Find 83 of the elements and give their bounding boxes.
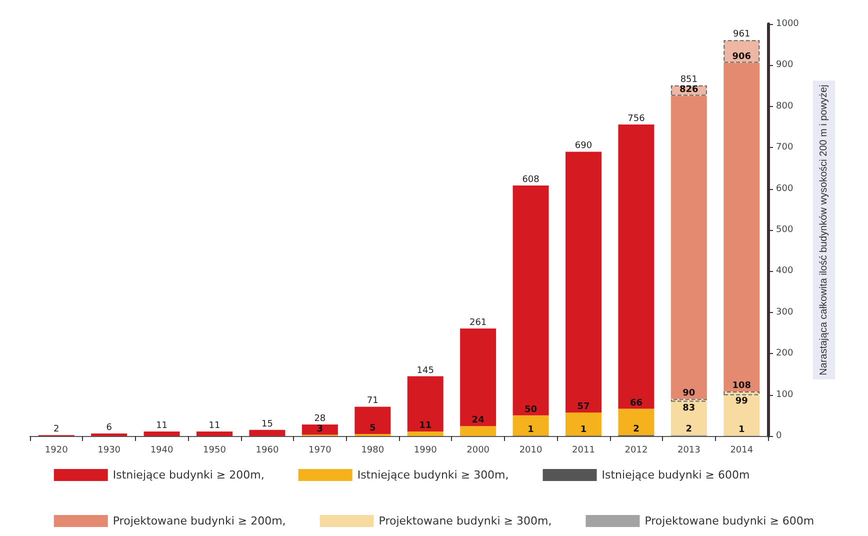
bar	[618, 124, 654, 409]
bar	[670, 402, 707, 436]
total-label: 145	[416, 366, 434, 376]
total-label: 961	[733, 30, 750, 40]
total-label: 11	[156, 420, 168, 431]
bar	[512, 415, 549, 436]
x-tick-label: 1940	[150, 446, 174, 456]
annotation: 906	[732, 52, 752, 62]
annotation: 2	[633, 424, 640, 435]
bar	[249, 430, 286, 436]
x-tick-label: 1920	[44, 446, 68, 456]
legend-label: Projektowane budynki ≥ 300m,	[378, 514, 552, 528]
bar	[618, 408, 654, 436]
annotation: 5	[370, 423, 376, 434]
annotation: 826	[680, 85, 698, 96]
annotation: 1	[580, 425, 587, 436]
x-tick-label: 1990	[414, 446, 438, 456]
x-tick-label: 1980	[361, 446, 384, 456]
annotation: 83	[682, 403, 696, 414]
y-tick-label: 500	[776, 225, 794, 235]
x-tick-label: 2014	[730, 446, 754, 456]
bar	[144, 431, 180, 436]
total-label: 261	[469, 318, 487, 328]
legend-label: Istniejące budynki ≥ 300m,	[357, 468, 509, 482]
annotation: 90	[682, 388, 696, 398]
total-label: 28	[314, 414, 326, 424]
annotation: 57	[577, 402, 590, 412]
bar	[566, 412, 602, 436]
x-tick-label: 2000	[466, 446, 490, 456]
y-tick-label: 0	[776, 431, 782, 441]
x-tick-label: 2013	[677, 446, 700, 456]
y-tick-label: 600	[776, 184, 794, 194]
bar	[460, 426, 496, 436]
legend-label: Istniejące budynki ≥ 200m,	[112, 468, 264, 482]
annotation: 24	[472, 416, 484, 426]
bar	[724, 395, 760, 436]
total-label: 15	[261, 419, 273, 430]
y-tick-label: 300	[776, 307, 794, 318]
total-label: 6	[106, 423, 112, 434]
y-tick-label: 200	[776, 348, 794, 359]
annotation: 2	[686, 424, 692, 435]
total-label: 690	[574, 141, 592, 152]
annotation: 66	[630, 398, 642, 408]
bar	[566, 152, 602, 413]
annotation: 108	[732, 381, 752, 392]
bar	[724, 62, 760, 392]
legend-label: Projektowane budynki ≥ 200m,	[112, 514, 286, 528]
bar	[354, 406, 391, 434]
annotation: 50	[524, 404, 538, 415]
y-tick-label: 700	[776, 142, 794, 153]
x-tick-label: 2011	[572, 446, 595, 456]
bar	[407, 431, 444, 436]
legend-label: Istniejące budynki ≥ 600m	[602, 468, 750, 482]
annotation: 1	[738, 425, 745, 436]
x-tick-label: 1950	[203, 446, 226, 456]
total-label: 756	[628, 114, 646, 124]
y-tick-label: 100	[776, 390, 794, 400]
annotation: 1	[528, 425, 534, 436]
x-tick-label: 2012	[624, 446, 648, 456]
x-tick-label: 1960	[256, 446, 279, 456]
total-label: 608	[522, 175, 540, 186]
annotation: 99	[735, 396, 748, 407]
bar	[407, 376, 444, 432]
total-label: 851	[680, 74, 698, 85]
annotation: 11	[419, 420, 432, 431]
x-tick-label: 1970	[308, 446, 332, 456]
y-tick-label: 1000	[776, 19, 800, 29]
bar	[460, 328, 496, 426]
total-label: 71	[366, 396, 378, 406]
y-tick-label: 900	[776, 60, 794, 70]
bar	[512, 186, 549, 416]
bar	[670, 96, 707, 399]
y-axis-title: Narastająca całkowita ilość budynków wysokości 200 m i powyżej	[818, 84, 830, 376]
total-label: 11	[208, 420, 220, 431]
bar	[302, 424, 338, 435]
legend-label: Projektowane budynki ≥ 600m	[644, 514, 814, 528]
x-tick-label: 1930	[98, 446, 121, 456]
annotation: 3	[316, 424, 324, 434]
x-tick-label: 2010	[519, 446, 543, 456]
bar	[196, 431, 232, 436]
y-tick-label: 800	[776, 101, 794, 112]
total-label: 2	[53, 424, 60, 435]
y-tick-label: 400	[776, 266, 794, 276]
